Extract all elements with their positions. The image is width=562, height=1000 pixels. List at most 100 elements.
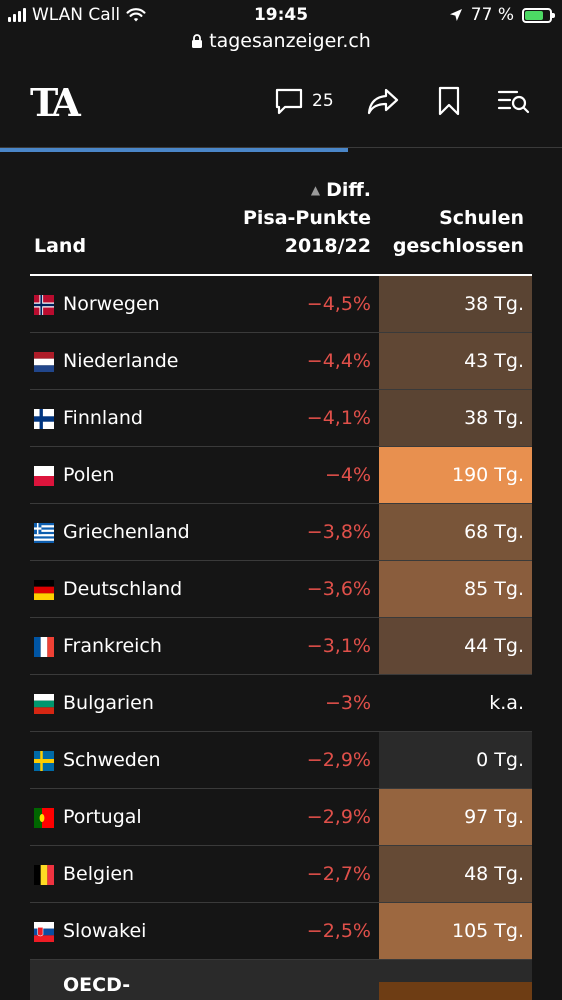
share-icon (367, 88, 399, 115)
cell-land: OECD- (63, 974, 131, 996)
cell-diff: −2,9% (306, 806, 371, 828)
cell-land: Polen (63, 464, 115, 486)
cell-days: 0 Tg. (379, 732, 532, 788)
cell-land: Belgien (63, 863, 135, 885)
cell-days: 43 Tg. (379, 333, 532, 389)
battery-icon (522, 7, 555, 23)
url-text: tagesanzeiger.ch (209, 30, 371, 52)
wifi-icon (126, 8, 146, 22)
cell-land: Bulgarien (63, 692, 154, 714)
cell-days: 85 Tg. (379, 561, 532, 617)
lock-icon (192, 33, 203, 48)
cell-diff: −4% (324, 464, 371, 486)
table-row: Niederlande −4,4% 43 Tg. (30, 333, 532, 390)
flag-bg-icon (34, 694, 54, 714)
cell-days: 48 Tg. (379, 846, 532, 902)
table-row: Griechenland −3,8% 68 Tg. (30, 504, 532, 561)
url-bar[interactable]: tagesanzeiger.ch (0, 28, 562, 54)
cell-diff: −3,6% (306, 578, 371, 600)
reading-progress-bar (0, 148, 562, 152)
flag-gr-icon (34, 523, 54, 543)
sort-ascending-icon: ▲ (310, 183, 321, 197)
cell-diff: −4,1% (306, 407, 371, 429)
cell-land: Niederlande (63, 350, 179, 372)
cell-land: Griechenland (63, 521, 190, 543)
column-header-diff-line1: Diff. (326, 179, 371, 201)
data-table: Land ▲ Diff. Pisa-Punkte 2018/22 Schulen … (0, 152, 562, 1000)
status-left: WLAN Call (8, 5, 146, 25)
cell-days: 44 Tg. (379, 618, 532, 674)
column-header-diff-line3: 2018/22 (284, 235, 371, 257)
cell-land: Frankreich (63, 635, 162, 657)
column-header-land[interactable]: Land (34, 235, 87, 257)
flag-fi-icon (34, 409, 54, 429)
column-header-days[interactable]: Schulen geschlossen (379, 204, 524, 260)
bookmark-icon (438, 86, 460, 116)
cell-diff: −2,2% (230, 982, 371, 1000)
cell-diff: −2,5% (306, 920, 371, 942)
table-row: Deutschland −3,6% 85 Tg. (30, 561, 532, 618)
carrier-label: WLAN Call (32, 5, 121, 25)
cell-diff: −2,7% (306, 863, 371, 885)
table-row: Belgien −2,7% 48 Tg. (30, 846, 532, 903)
cell-days: k.a. (489, 692, 524, 714)
cell-land: Norwegen (63, 293, 160, 315)
cell-land: Slowakei (63, 920, 147, 942)
status-area: WLAN Call 19:45 77 % tagesanzeiger.ch (0, 0, 562, 62)
cell-days: 190 Tg. (379, 447, 532, 503)
bookmark-button[interactable] (436, 86, 462, 116)
table-row: Frankreich −3,1% 44 Tg. (30, 618, 532, 675)
cell-diff: −3% (324, 692, 371, 714)
comment-count: 25 (312, 91, 334, 111)
cell-land: Deutschland (63, 578, 183, 600)
table-row: Portugal −2,9% 97 Tg. (30, 789, 532, 846)
table-body: Norwegen −4,5% 38 Tg. Niederlande −4,4% 43 Tg… (30, 276, 532, 1000)
battery-level (525, 10, 544, 20)
status-right: 77 % (449, 5, 555, 25)
table-row: Schweden −2,9% 0 Tg. (30, 732, 532, 789)
table-row: Polen −4% 190 Tg. (30, 447, 532, 504)
cell-days: 38 Tg. (379, 276, 532, 332)
menu-search-icon (497, 90, 530, 114)
cell-diff: −4,5% (306, 293, 371, 315)
comments-button[interactable]: 25 (274, 86, 334, 116)
flag-pt-icon (34, 808, 54, 828)
cell-diff: −3,8% (306, 521, 371, 543)
column-header-days-line1: Schulen (439, 207, 524, 229)
flag-sk-icon (34, 922, 54, 942)
flag-se-icon (34, 751, 54, 771)
cellular-signal-icon (8, 8, 26, 22)
flag-pl-icon (34, 466, 54, 486)
reading-progress-fill (0, 148, 349, 152)
share-button[interactable] (366, 86, 400, 116)
flag-de-icon (34, 580, 54, 600)
flag-nl-icon (34, 352, 54, 372)
table-row-oecd: OECD- −2,2% 92 Tg. (30, 960, 532, 1000)
column-header-diff[interactable]: ▲ Diff. Pisa-Punkte 2018/22 (230, 176, 371, 260)
flag-be-icon (34, 865, 54, 885)
table-header: Land ▲ Diff. Pisa-Punkte 2018/22 Schulen … (30, 152, 532, 276)
column-header-days-line2: geschlossen (392, 235, 524, 257)
cell-days: 38 Tg. (379, 390, 532, 446)
column-header-diff-line2: Pisa-Punkte (242, 207, 371, 229)
comment-icon (275, 88, 303, 115)
table-row: Slowakei −2,5% 105 Tg. (30, 903, 532, 960)
cell-days: 68 Tg. (379, 504, 532, 560)
table-row: Norwegen −4,5% 38 Tg. (30, 276, 532, 333)
table-row: Bulgarien −3% k.a. (30, 675, 532, 732)
location-arrow-icon (449, 9, 462, 21)
cell-land: Portugal (63, 806, 142, 828)
cell-diff: −2,9% (306, 749, 371, 771)
cell-days: 92 Tg. (379, 982, 532, 1000)
cell-diff: −3,1% (306, 635, 371, 657)
battery-percent: 77 % (470, 5, 514, 25)
site-header: TA 25 (0, 62, 562, 148)
flag-no-icon (34, 295, 54, 315)
cell-diff: −4,4% (306, 350, 371, 372)
ta-logo[interactable]: TA (30, 80, 81, 125)
cell-days: 97 Tg. (379, 789, 532, 845)
cell-land: Schweden (63, 749, 161, 771)
menu-search-button[interactable] (497, 86, 531, 116)
cell-days: 105 Tg. (379, 903, 532, 959)
table-row: Finnland −4,1% 38 Tg. (30, 390, 532, 447)
